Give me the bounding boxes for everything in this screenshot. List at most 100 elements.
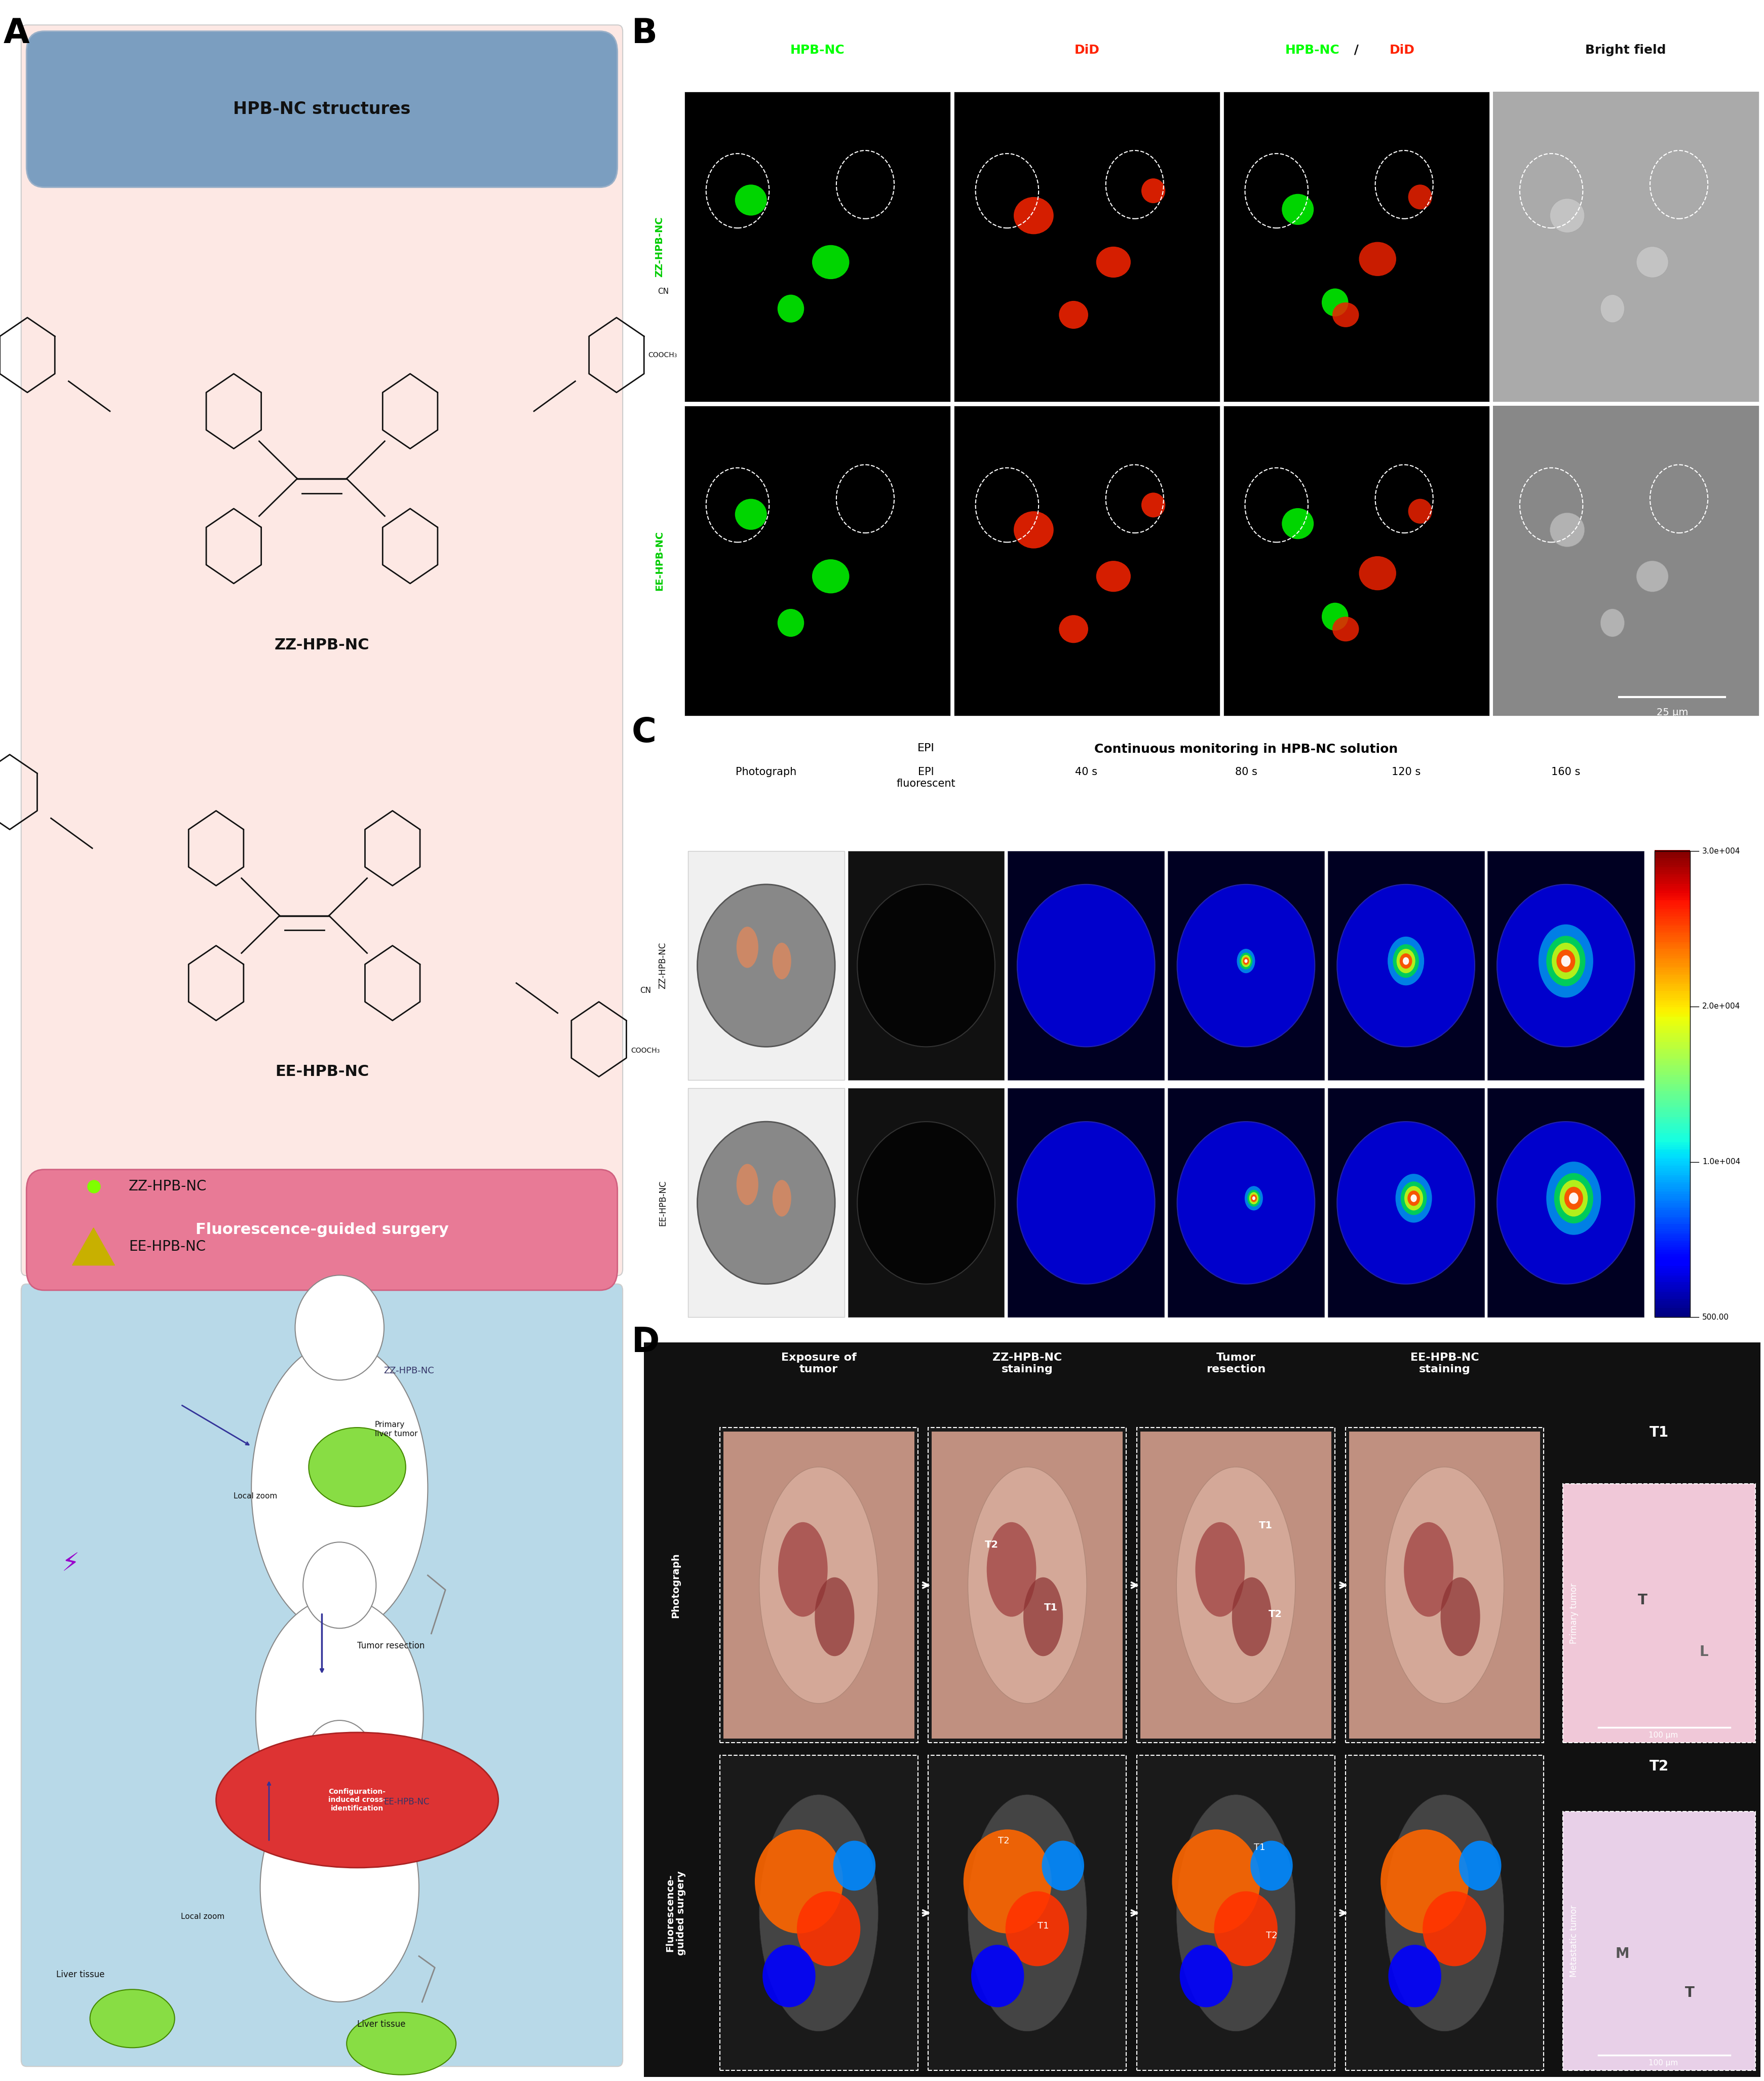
Text: 100 μm: 100 μm bbox=[1648, 1731, 1678, 1740]
Circle shape bbox=[1381, 1829, 1469, 1933]
Bar bbox=[1168, 1088, 1325, 1317]
Bar bbox=[1655, 876, 1690, 878]
Bar bbox=[1655, 1109, 1690, 1111]
Bar bbox=[644, 1342, 1760, 2077]
Bar bbox=[1655, 1049, 1690, 1051]
Bar bbox=[1655, 868, 1690, 872]
Bar bbox=[688, 851, 845, 1080]
Ellipse shape bbox=[1014, 512, 1053, 549]
Text: T2: T2 bbox=[1268, 1609, 1282, 1619]
Bar bbox=[1655, 855, 1690, 857]
Bar bbox=[1655, 1269, 1690, 1274]
Bar bbox=[1655, 1136, 1690, 1140]
Bar bbox=[1655, 1190, 1690, 1194]
Bar bbox=[1655, 1215, 1690, 1219]
Bar bbox=[1655, 1247, 1690, 1251]
Bar bbox=[1655, 922, 1690, 926]
Bar bbox=[1655, 1172, 1690, 1176]
Circle shape bbox=[762, 1946, 815, 2008]
Bar bbox=[1349, 1761, 1540, 2066]
Ellipse shape bbox=[309, 1428, 406, 1507]
Ellipse shape bbox=[1196, 1521, 1245, 1617]
Text: ZZ-HPB-NC: ZZ-HPB-NC bbox=[129, 1180, 206, 1192]
Ellipse shape bbox=[1565, 1186, 1582, 1209]
Bar bbox=[1655, 1082, 1690, 1086]
Text: Primary tumor: Primary tumor bbox=[1570, 1584, 1579, 1644]
Bar bbox=[1655, 1222, 1690, 1224]
Bar bbox=[1655, 961, 1690, 966]
Bar bbox=[1655, 1167, 1690, 1170]
Bar bbox=[1655, 880, 1690, 884]
Bar bbox=[1655, 941, 1690, 945]
Text: HPB-NC: HPB-NC bbox=[790, 44, 845, 56]
Circle shape bbox=[697, 1122, 834, 1284]
Bar bbox=[1655, 1213, 1690, 1217]
Circle shape bbox=[972, 1946, 1025, 2008]
Ellipse shape bbox=[1141, 493, 1166, 518]
Bar bbox=[1655, 1178, 1690, 1182]
Bar bbox=[1655, 1022, 1690, 1026]
Text: 80 s: 80 s bbox=[1235, 766, 1258, 776]
Bar bbox=[1655, 1138, 1690, 1142]
Bar bbox=[1655, 1249, 1690, 1253]
Ellipse shape bbox=[1141, 179, 1166, 204]
Bar bbox=[1655, 1224, 1690, 1226]
Bar bbox=[1655, 1080, 1690, 1084]
Text: T2: T2 bbox=[1267, 1931, 1277, 1939]
Bar bbox=[1346, 1428, 1544, 1742]
Bar bbox=[1655, 1099, 1690, 1103]
Ellipse shape bbox=[1240, 953, 1252, 970]
Bar bbox=[1655, 1255, 1690, 1259]
Bar bbox=[1655, 1309, 1690, 1313]
Bar bbox=[1655, 1113, 1690, 1117]
Bar bbox=[1655, 1105, 1690, 1107]
Ellipse shape bbox=[1397, 949, 1415, 974]
Bar bbox=[1655, 1303, 1690, 1305]
Ellipse shape bbox=[1561, 955, 1570, 968]
Ellipse shape bbox=[1177, 1467, 1295, 1704]
Ellipse shape bbox=[1408, 185, 1432, 210]
Bar bbox=[928, 1428, 1125, 1742]
Bar bbox=[1140, 1761, 1332, 2066]
Bar bbox=[1655, 1311, 1690, 1315]
Ellipse shape bbox=[1399, 953, 1413, 968]
Bar bbox=[1655, 955, 1690, 959]
Text: Local zoom: Local zoom bbox=[182, 1912, 224, 1921]
Bar bbox=[1655, 1013, 1690, 1018]
Text: Bright field: Bright field bbox=[1586, 44, 1667, 56]
Ellipse shape bbox=[1321, 603, 1348, 631]
Bar bbox=[931, 1761, 1124, 2066]
Text: T1: T1 bbox=[1037, 1921, 1050, 1931]
Bar bbox=[1563, 1810, 1755, 2071]
Bar bbox=[1655, 1184, 1690, 1186]
Bar bbox=[1655, 974, 1690, 976]
Bar bbox=[1655, 945, 1690, 949]
Bar bbox=[1655, 1188, 1690, 1192]
Ellipse shape bbox=[256, 1598, 423, 1838]
Bar bbox=[1655, 964, 1690, 968]
Ellipse shape bbox=[759, 1794, 878, 2031]
Text: C: C bbox=[632, 716, 656, 749]
Bar bbox=[1655, 1026, 1690, 1028]
Bar bbox=[1655, 1057, 1690, 1061]
Ellipse shape bbox=[1385, 1794, 1505, 2031]
Bar bbox=[1655, 903, 1690, 907]
Text: EPI
fluorescent: EPI fluorescent bbox=[896, 766, 956, 789]
Bar bbox=[1655, 1234, 1690, 1238]
Bar bbox=[1655, 887, 1690, 891]
Text: T: T bbox=[1685, 1985, 1693, 2000]
Bar bbox=[1655, 1236, 1690, 1240]
Bar bbox=[1655, 1244, 1690, 1247]
Circle shape bbox=[1337, 1122, 1475, 1284]
Bar bbox=[928, 1756, 1125, 2071]
Bar bbox=[1655, 1134, 1690, 1138]
Bar bbox=[1655, 968, 1690, 970]
Bar bbox=[1655, 1088, 1690, 1090]
Text: ⚡: ⚡ bbox=[62, 1552, 79, 1575]
Bar bbox=[1655, 984, 1690, 988]
Bar bbox=[1655, 1286, 1690, 1290]
Text: ZZ-HPB-NC: ZZ-HPB-NC bbox=[385, 1367, 434, 1376]
Circle shape bbox=[857, 1122, 995, 1284]
Text: ZZ-HPB-NC: ZZ-HPB-NC bbox=[275, 637, 369, 653]
Bar bbox=[1655, 872, 1690, 874]
